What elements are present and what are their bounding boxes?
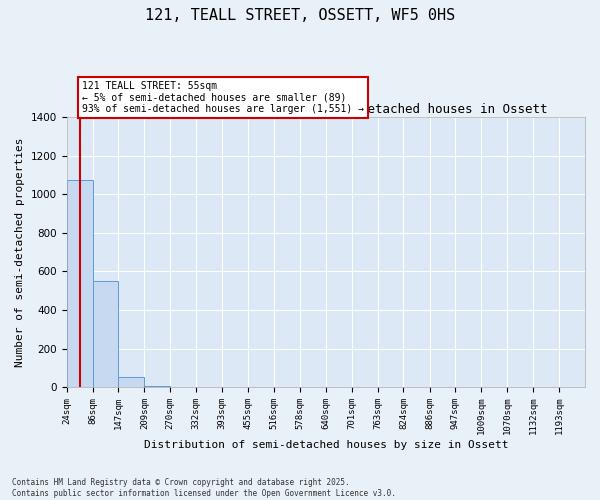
Y-axis label: Number of semi-detached properties: Number of semi-detached properties [15, 138, 25, 367]
Text: 121, TEALL STREET, OSSETT, WF5 0HS: 121, TEALL STREET, OSSETT, WF5 0HS [145, 8, 455, 22]
Bar [67, 180, 92, 387]
Bar [145, 386, 170, 387]
Bar [92, 281, 118, 387]
X-axis label: Distribution of semi-detached houses by size in Ossett: Distribution of semi-detached houses by … [143, 440, 508, 450]
Text: Contains HM Land Registry data © Crown copyright and database right 2025.
Contai: Contains HM Land Registry data © Crown c… [12, 478, 396, 498]
Bar [118, 378, 145, 387]
Text: 121 TEALL STREET: 55sqm
← 5% of semi-detached houses are smaller (89)
93% of sem: 121 TEALL STREET: 55sqm ← 5% of semi-det… [82, 81, 364, 114]
Title: Size of property relative to semi-detached houses in Ossett: Size of property relative to semi-detach… [104, 103, 547, 116]
Bar [170, 386, 196, 387]
